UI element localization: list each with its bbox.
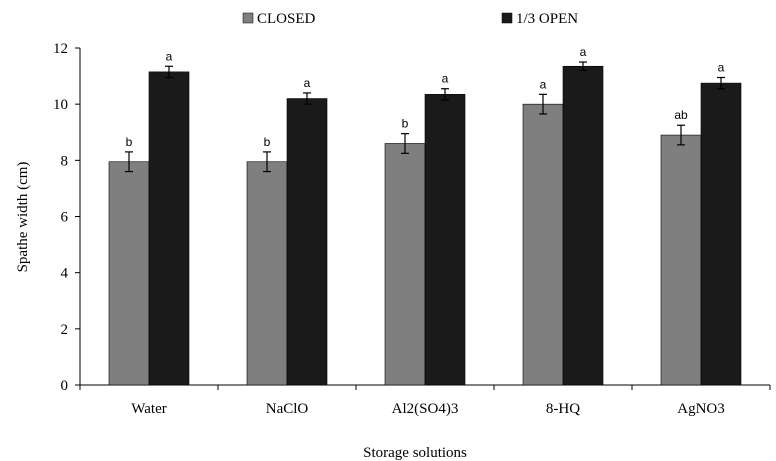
significance-letter: b — [126, 135, 133, 149]
bar-1-3-open-4 — [700, 82, 742, 386]
y-tick-label: 12 — [53, 41, 68, 57]
x-tick-label: NaClO — [266, 401, 309, 417]
significance-letter: a — [304, 76, 311, 90]
y-tick-label: 10 — [53, 97, 68, 113]
plot-area: 0 2 4 6 8 10 12 b a Water b a NaClO b a Al2(SO4)3 a a 8-HQ… — [53, 41, 771, 417]
significance-letter: a — [718, 60, 725, 74]
y-tick-label: 4 — [61, 266, 69, 282]
x-tick-label: Al2(SO4)3 — [392, 401, 459, 417]
bar-1-3-open-0 — [148, 71, 190, 386]
x-tick-label: AgNO3 — [677, 401, 725, 417]
legend: CLOSED 1/3 OPEN — [242, 11, 578, 27]
y-tick-label: 8 — [61, 153, 69, 169]
y-tick-label: 6 — [61, 210, 69, 226]
bar-1-3-open-2 — [424, 94, 466, 386]
x-axis-label: Storage solutions — [363, 445, 467, 461]
legend-swatch-closed — [242, 12, 254, 24]
significance-letter: a — [540, 77, 547, 91]
bar-1-3-open-3 — [562, 65, 604, 386]
legend-label-open: 1/3 OPEN — [516, 11, 578, 27]
x-tick-label: 8-HQ — [546, 401, 580, 417]
legend-swatch-open — [501, 12, 513, 24]
significance-letter: a — [442, 72, 449, 86]
legend-label-closed: CLOSED — [257, 11, 316, 27]
bar-closed-1 — [246, 161, 288, 386]
significance-letter: a — [580, 45, 587, 59]
significance-letter: b — [402, 117, 409, 131]
bar-closed-3 — [522, 103, 564, 386]
y-tick-label: 2 — [61, 322, 69, 338]
bar-closed-4 — [660, 134, 702, 386]
significance-letter: ab — [674, 108, 688, 122]
bar-1-3-open-1 — [286, 98, 328, 386]
significance-letter: a — [166, 49, 173, 63]
bar-closed-0 — [108, 161, 150, 386]
bar-closed-2 — [384, 143, 426, 386]
significance-letter: b — [264, 135, 271, 149]
y-axis-label: Spathe width (cm) — [15, 162, 31, 273]
y-tick-label: 0 — [61, 378, 69, 394]
x-tick-label: Water — [131, 401, 166, 417]
